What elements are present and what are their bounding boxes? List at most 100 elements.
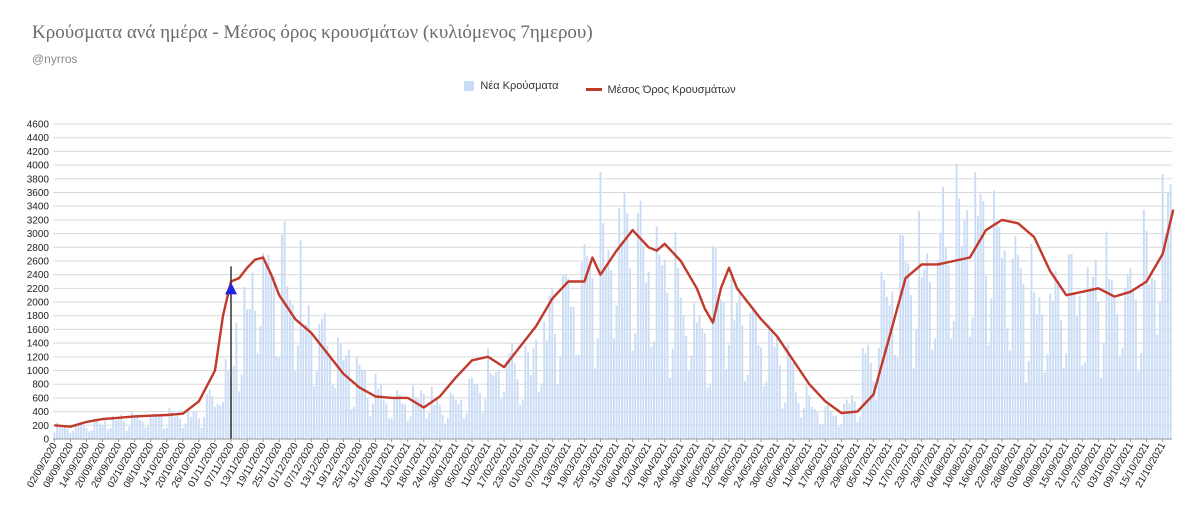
bar	[797, 403, 800, 439]
y-tick-label: 1000	[27, 366, 50, 377]
bar	[864, 353, 867, 439]
bar	[794, 392, 797, 439]
bar	[802, 407, 805, 439]
bar	[283, 221, 286, 439]
bar	[910, 294, 912, 439]
bar	[155, 414, 158, 439]
bar	[620, 240, 623, 439]
bar	[246, 309, 249, 439]
bar	[363, 370, 366, 439]
bar	[786, 344, 789, 439]
bar	[746, 375, 749, 439]
bar	[556, 384, 559, 439]
bar	[195, 412, 198, 439]
bar	[425, 418, 428, 439]
bar	[1167, 192, 1169, 439]
bar	[406, 420, 409, 439]
bar	[861, 347, 864, 439]
bar	[564, 274, 567, 439]
bar	[872, 381, 875, 439]
bar	[315, 371, 318, 439]
bar	[888, 304, 891, 439]
bar	[695, 322, 698, 439]
bar	[853, 401, 856, 439]
bar	[1161, 174, 1164, 440]
bar	[454, 399, 457, 439]
bar	[1129, 268, 1132, 439]
bar	[1054, 271, 1057, 439]
bar	[754, 310, 757, 439]
bar	[770, 331, 773, 439]
bar	[61, 427, 64, 439]
bar	[524, 345, 527, 439]
legend-item-new-cases: Νέα Κρούσματα	[464, 80, 558, 92]
bar	[813, 409, 816, 439]
bar	[709, 385, 712, 439]
bar	[211, 396, 214, 439]
bar	[706, 387, 709, 439]
bar	[248, 309, 251, 439]
bar	[717, 294, 720, 439]
bar	[433, 405, 436, 439]
bar	[915, 329, 918, 439]
bar	[562, 275, 564, 439]
bar	[278, 357, 281, 439]
bar	[80, 423, 83, 439]
bar	[1078, 295, 1081, 439]
bar	[152, 413, 155, 439]
bar	[896, 357, 899, 439]
bar	[390, 418, 393, 439]
bar	[907, 263, 910, 439]
bar	[117, 419, 120, 439]
bar	[543, 321, 546, 439]
bar	[331, 384, 334, 439]
moving-average-line	[54, 209, 1175, 428]
bar	[918, 211, 920, 439]
bar	[789, 357, 792, 439]
legend-swatch-bars	[464, 81, 475, 91]
bar	[968, 336, 971, 439]
bar	[238, 391, 240, 439]
bar	[379, 384, 382, 439]
bar	[505, 360, 508, 439]
bar	[971, 317, 974, 439]
bar	[1118, 357, 1121, 439]
bar	[615, 305, 618, 439]
bar	[567, 278, 570, 439]
bar	[1092, 276, 1094, 439]
bar	[181, 427, 184, 439]
bar	[1038, 297, 1041, 439]
bar	[658, 254, 661, 439]
bar	[428, 412, 431, 439]
bar	[596, 338, 599, 439]
bar	[1051, 300, 1054, 439]
bar	[800, 417, 803, 439]
chart-title: Κρούσματα ανά ημέρα - Μέσος όρος κρουσμά…	[32, 22, 593, 43]
bar	[666, 292, 669, 439]
y-tick-label: 3000	[27, 229, 50, 240]
bar	[765, 381, 768, 439]
bar	[270, 271, 273, 439]
bar	[371, 403, 374, 439]
bar	[1014, 236, 1017, 439]
bar	[636, 212, 639, 439]
bar	[326, 345, 329, 439]
bar	[1097, 302, 1100, 439]
bar	[305, 324, 307, 439]
bar	[634, 333, 637, 439]
bar	[1043, 372, 1046, 439]
bar	[1137, 371, 1140, 439]
bar	[259, 326, 262, 439]
legend-item-average: Μέσος Όρος Κρουσμάτων	[585, 84, 736, 96]
bar	[219, 404, 222, 439]
bar	[749, 312, 752, 439]
bar	[773, 346, 776, 439]
bar	[321, 318, 323, 439]
bar	[147, 426, 149, 439]
bar	[262, 252, 265, 439]
bar	[1084, 362, 1086, 439]
bar	[816, 412, 819, 439]
y-tick-label: 4600	[27, 120, 50, 131]
bar	[926, 253, 928, 439]
bar	[160, 416, 163, 439]
